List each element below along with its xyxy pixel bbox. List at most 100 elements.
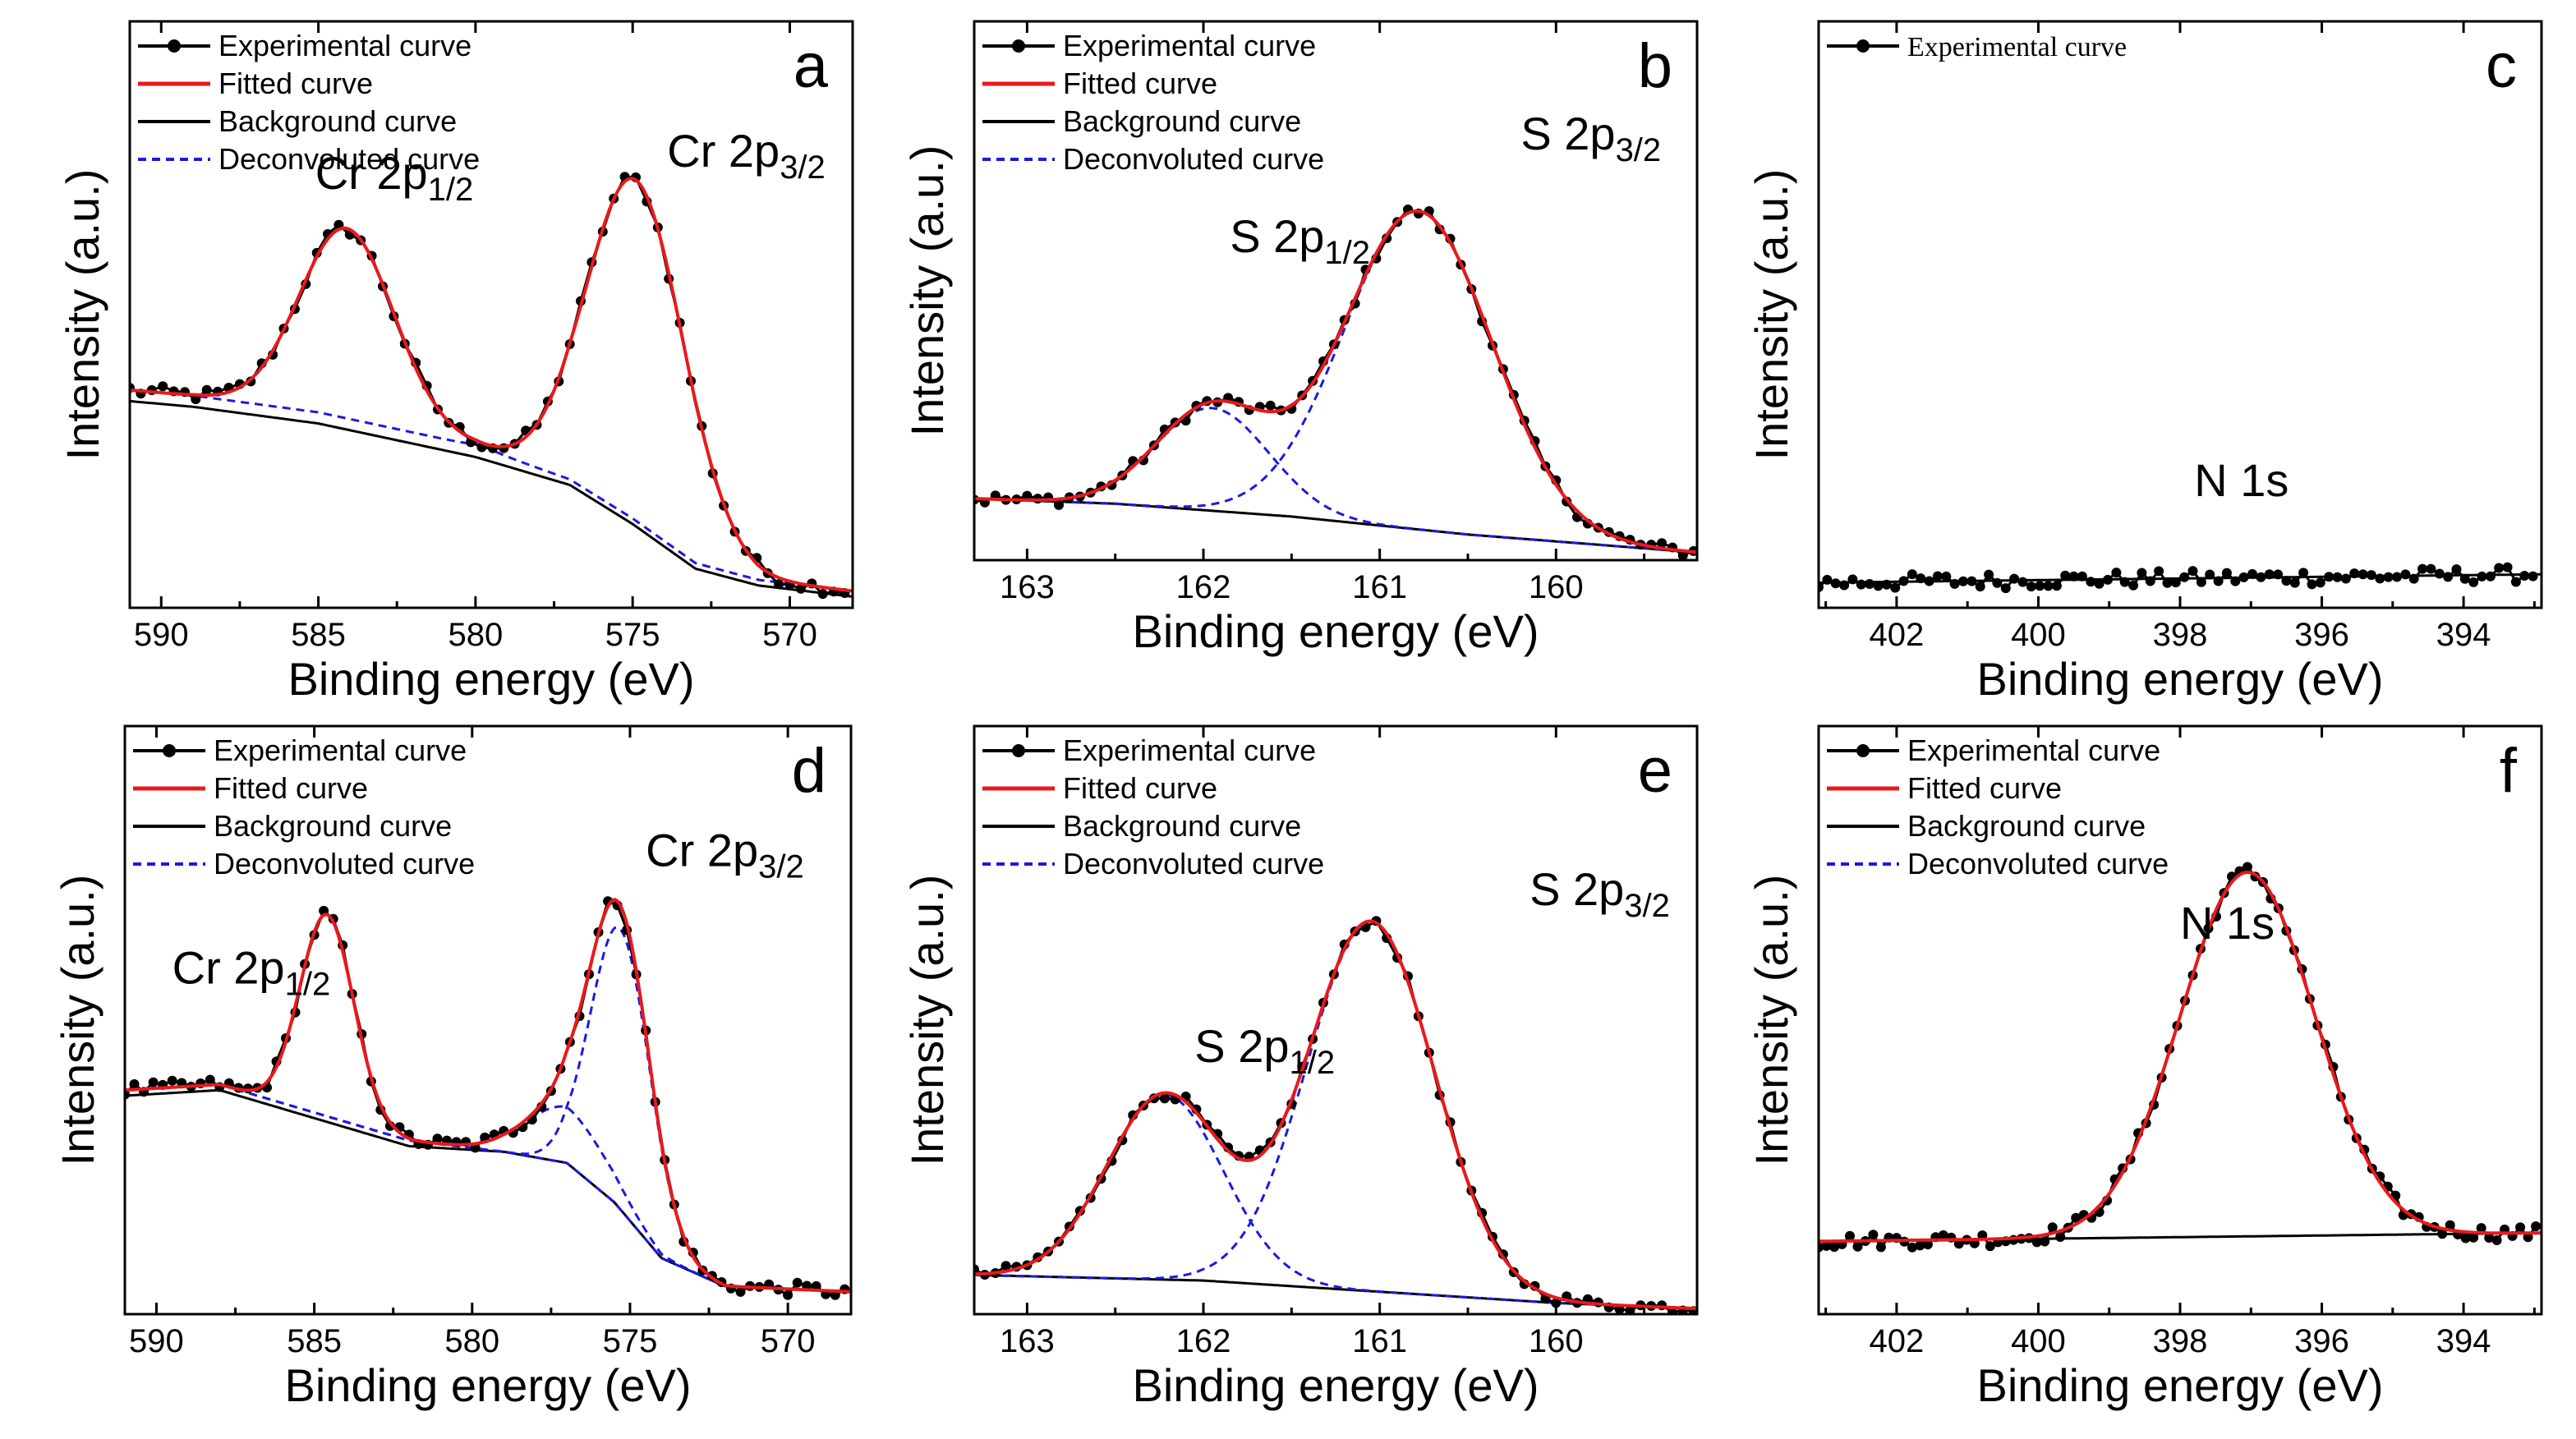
plot-area-d <box>125 896 851 1300</box>
experimental-point <box>2055 1232 2066 1242</box>
experimental-point <box>2086 577 2096 587</box>
axes-frame <box>128 20 854 609</box>
experimental-point <box>2531 1221 2542 1231</box>
experimental-point <box>2145 576 2155 586</box>
x-tick-label: 161 <box>1352 569 1407 605</box>
axes-frame <box>973 20 1699 562</box>
experimental-point <box>1975 582 1985 592</box>
experimental-point <box>774 579 784 590</box>
legend-marker <box>1856 744 1870 757</box>
experimental-point <box>1265 400 1276 411</box>
experimental-point <box>2068 571 2079 582</box>
experimental-point <box>1868 1230 1879 1240</box>
experimental-point <box>1657 538 1668 549</box>
experimental-point <box>1829 1242 1839 1253</box>
experimental-point <box>2017 577 2028 587</box>
x-tick-label: 590 <box>134 617 189 653</box>
experimental-point <box>2460 1233 2471 1244</box>
axes-frame <box>123 724 853 1316</box>
experimental-point <box>1022 490 1033 501</box>
experimental-point <box>817 589 828 600</box>
peak-label-main: Cr 2p <box>172 942 285 994</box>
legend-label-fitted: Fitted curve <box>1063 67 1217 100</box>
experimental-point <box>2221 568 2232 578</box>
experimental-point <box>2332 572 2343 582</box>
panel-f: 402 400 398 396 394 Binding energy (eV) Intens… <box>1746 724 2543 1411</box>
legend-marker <box>1012 744 1025 757</box>
experimental-point <box>2349 568 2360 579</box>
x-tick-label: 575 <box>605 617 660 653</box>
legend-label-background: Background curve <box>1063 809 1301 843</box>
experimental-point <box>2137 568 2147 578</box>
experimental-point <box>1941 571 1952 582</box>
experimental-point <box>1821 1240 1832 1251</box>
x-axis-label: Binding energy (eV) <box>1977 653 2384 705</box>
plot-area-f <box>1819 862 2542 1253</box>
experimental-point <box>2502 562 2513 572</box>
panel-letter: b <box>1638 31 1672 101</box>
experimental-point <box>2289 577 2300 588</box>
panel-a: 590 585 580 575 570 Binding energy (eV) Intens… <box>57 20 854 705</box>
experimental-point <box>1984 569 1994 580</box>
legend-label-experimental: Experimental curve <box>214 733 467 767</box>
experimental-point <box>1865 579 1875 589</box>
experimental-point <box>2238 572 2249 582</box>
experimental-point <box>2408 573 2419 584</box>
x-axis-label: Binding energy (eV) <box>1133 1359 1539 1411</box>
experimental-point <box>2484 1233 2495 1243</box>
experimental-point <box>1845 1230 1855 1241</box>
experimental-point <box>2468 1232 2479 1243</box>
experimental-point <box>2273 569 2284 580</box>
experimental-point <box>1852 1241 1863 1252</box>
panel-letter: a <box>794 31 829 101</box>
experimental-point <box>148 1077 159 1087</box>
legend: Experimental curve <box>1827 32 2127 62</box>
y-axis-label: Intensity (a.u.) <box>1746 169 1797 461</box>
experimental-point <box>2298 568 2309 578</box>
x-tick-label: 570 <box>762 617 817 653</box>
legend: Experimental curve Fitted curve Background… <box>982 733 1324 880</box>
x-tick-label: 580 <box>448 617 503 653</box>
peak-label-main: S 2p <box>1230 210 1324 262</box>
experimental-point <box>2400 569 2411 580</box>
x-tick-label: 394 <box>2436 617 2491 653</box>
peak-label: S 2p3/2 <box>1520 108 1661 168</box>
experimental-point <box>1881 579 1892 590</box>
experimental-point <box>2281 576 2292 586</box>
x-tick-label: 394 <box>2436 1323 2491 1359</box>
experimental-point <box>1985 1241 1995 1252</box>
legend-label-deconvoluted: Deconvoluted curve <box>1063 142 1324 176</box>
experimental-point <box>1907 569 1917 580</box>
legend-label-background: Background curve <box>214 809 452 843</box>
x-tick-label: 585 <box>287 1323 342 1359</box>
panel-letter: f <box>2500 736 2518 806</box>
peak-label-main: Cr 2p <box>315 147 428 199</box>
experimental-point <box>2230 576 2241 586</box>
x-axis-label: Binding energy (eV) <box>288 653 695 705</box>
peak-label-subscript: 3/2 <box>758 848 804 885</box>
experimental-point <box>2205 569 2215 580</box>
experimental-point <box>2468 577 2479 587</box>
experimental-point <box>432 1133 443 1144</box>
legend-label-deconvoluted: Deconvoluted curve <box>214 847 475 880</box>
experimental-point <box>2515 1222 2526 1233</box>
fitted-curve <box>130 177 853 593</box>
peak-label-subscript: 1/2 <box>1289 1045 1335 1081</box>
x-tick-label: 396 <box>2294 617 2349 653</box>
experimental-point <box>158 381 168 392</box>
experimental-point <box>1830 578 1841 589</box>
experimental-point <box>1159 1093 1170 1104</box>
legend-marker <box>163 744 176 757</box>
experimental-point <box>2528 571 2538 582</box>
deconvoluted-peak-1 <box>974 407 1697 554</box>
x-tick-label: 160 <box>1529 1323 1584 1359</box>
experimental-point <box>1924 576 1934 586</box>
axes-frame <box>973 724 1699 1316</box>
experimental-point <box>1839 580 1850 591</box>
legend-label-deconvoluted: Deconvoluted curve <box>1907 847 2169 880</box>
experimental-point <box>2523 1232 2533 1243</box>
legend-label-experimental: Experimental curve <box>1907 32 2127 62</box>
experimental-point <box>2510 577 2521 587</box>
legend-label-background: Background curve <box>218 104 457 138</box>
